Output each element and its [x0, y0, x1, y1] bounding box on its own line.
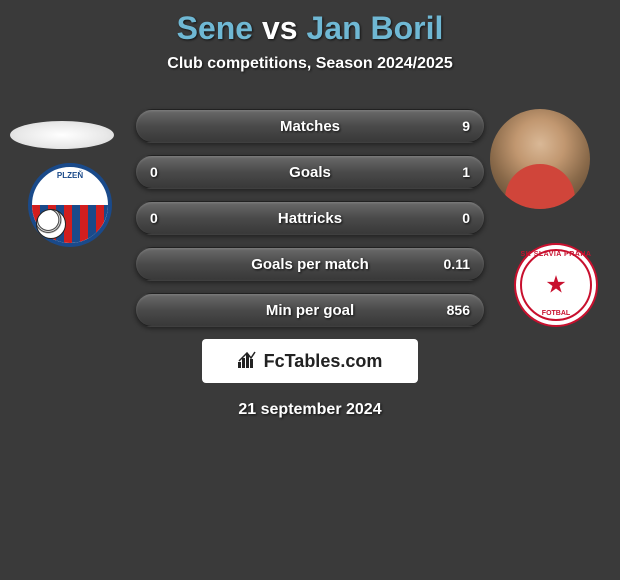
stat-right-value: 0	[462, 210, 470, 226]
player1-name: Sene	[177, 10, 253, 46]
stat-row-goals: 0 Goals 1	[135, 155, 485, 189]
stat-label: Goals per match	[251, 256, 369, 273]
stat-right-value: 1	[462, 164, 470, 180]
stat-row-hattricks: 0 Hattricks 0	[135, 201, 485, 235]
stat-right-value: 9	[462, 118, 470, 134]
stat-label: Matches	[280, 118, 340, 135]
date-text: 21 september 2024	[0, 401, 620, 419]
slavia-arc-bottom: FOTBAL	[516, 310, 596, 317]
brand-box[interactable]: FcTables.com	[202, 339, 418, 383]
stat-left-value: 0	[150, 164, 158, 180]
club-logo-plzen	[28, 163, 112, 247]
page-title: Sene vs Jan Boril	[0, 10, 620, 47]
club-logo-slavia: SK SLAVIA PRAHA FOTBAL	[514, 243, 598, 327]
stat-row-matches: Matches 9	[135, 109, 485, 143]
subtitle: Club competitions, Season 2024/2025	[0, 55, 620, 73]
player1-photo-placeholder	[10, 121, 114, 149]
stat-right-value: 856	[447, 302, 470, 318]
stat-label: Goals	[289, 164, 331, 181]
stat-row-min-per-goal: Min per goal 856	[135, 293, 485, 327]
main-area: SK SLAVIA PRAHA FOTBAL Matches 9 0 Goals…	[0, 101, 620, 419]
stat-row-goals-per-match: Goals per match 0.11	[135, 247, 485, 281]
stat-label: Min per goal	[266, 302, 354, 319]
player2-photo	[490, 109, 590, 209]
brand-text: FcTables.com	[264, 351, 383, 372]
comparison-card: Sene vs Jan Boril Club competitions, Sea…	[0, 0, 620, 419]
vs-text: vs	[262, 10, 298, 46]
bar-chart-icon	[238, 350, 258, 373]
stat-label: Hattricks	[278, 210, 342, 227]
player2-name: Jan Boril	[306, 10, 443, 46]
soccer-ball-icon	[36, 209, 66, 239]
slavia-arc-top: SK SLAVIA PRAHA	[516, 251, 596, 258]
stat-left-value: 0	[150, 210, 158, 226]
stat-rows: Matches 9 0 Goals 1 0 Hattricks 0 Goals …	[135, 101, 485, 327]
stat-right-value: 0.11	[444, 256, 470, 272]
